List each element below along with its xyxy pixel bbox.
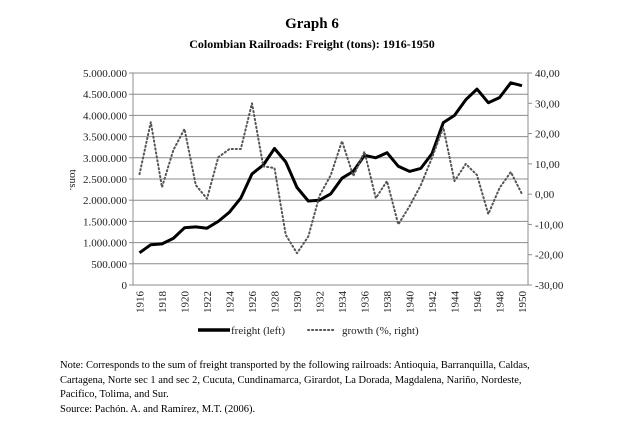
gridlines <box>133 93 528 265</box>
x-tick-label: 1942 <box>427 291 439 313</box>
x-tick-label: 1950 <box>517 291 529 314</box>
left-tick-label: 2.000.000 <box>83 195 128 207</box>
left-tick-label: 1.000.000 <box>83 238 128 250</box>
left-tick-label: 4.000.000 <box>83 110 128 122</box>
x-tick-label: 1938 <box>382 291 394 314</box>
growth-line <box>138 102 523 255</box>
right-tick-label: -20,00 <box>535 250 564 262</box>
right-tick-label: 0,00 <box>535 189 555 201</box>
x-tick-label: 1920 <box>180 291 192 314</box>
note-line: Pacifico, Tolima, and Sur. <box>60 389 169 400</box>
legend-growth-label: growth (%, right) <box>342 325 419 337</box>
legend-freight-label: freight (left) <box>231 325 285 337</box>
left-tick-label: 3.000.000 <box>83 153 128 165</box>
x-tick-label: 1946 <box>472 291 484 314</box>
x-tick-label: 1926 <box>247 291 259 314</box>
note-line: Cartagena, Norte sec 1 and sec 2, Cucuta… <box>60 374 522 386</box>
left-tick-label: 2.500.000 <box>83 174 128 186</box>
x-tick-label: 1940 <box>405 291 417 314</box>
right-tick-label: 20,00 <box>535 129 560 141</box>
right-axis-ticks: -30,00 -20,00 -10,00 0,00 10,00 20,00 30,00 40,… <box>528 68 564 292</box>
x-tick-label: 1944 <box>450 291 462 314</box>
x-tick-label: 1922 <box>202 291 214 313</box>
footnote: Note: Corresponds to the sum of freight … <box>60 359 600 417</box>
legend: freight (left) growth (%, right) <box>198 325 419 337</box>
freight-line <box>138 81 523 255</box>
left-tick-label: 1.500.000 <box>83 216 128 228</box>
x-tick-label: 1924 <box>225 291 237 314</box>
x-tick-label: 1934 <box>337 291 349 314</box>
x-tick-label: 1948 <box>495 291 507 314</box>
x-tick-label: 1936 <box>360 291 372 314</box>
right-tick-label: 10,00 <box>535 159 560 171</box>
left-tick-label: 4.500.000 <box>83 89 128 101</box>
x-tick-label: 1932 <box>315 291 327 313</box>
x-tick-label: 1930 <box>292 291 304 314</box>
graph-number-title: Graph 6 <box>285 16 339 32</box>
y-axis-label: tons. <box>67 169 79 190</box>
x-tick-label: 1918 <box>157 291 169 314</box>
note-line: Note: Corresponds to the sum of freight … <box>60 360 530 371</box>
x-tick-label: 1928 <box>270 291 282 314</box>
left-tick-label: 5.000.000 <box>83 68 128 80</box>
right-tick-label: 30,00 <box>535 98 560 110</box>
left-tick-label: 3.500.000 <box>83 132 128 144</box>
chart-title: Colombian Railroads: Freight (tons): 191… <box>189 37 435 51</box>
x-axis-ticks: 1916 1918 1920 1922 1924 1926 1928 1930 1932 1934… <box>135 291 530 314</box>
left-tick-label: 0 <box>122 280 128 292</box>
right-tick-label: -10,00 <box>535 219 564 231</box>
right-tick-label: 40,00 <box>535 68 560 80</box>
right-tick-label: -30,00 <box>535 280 564 292</box>
left-tick-label: 500.000 <box>91 259 127 271</box>
left-axis-ticks: 0 500.000 1.000.000 1.500.000 2.000.000 2.500… <box>83 68 133 292</box>
source-line: Source: Pachón. A. and Ramírez, M.T. (20… <box>60 403 256 415</box>
x-tick-label: 1916 <box>135 291 147 314</box>
series-layer <box>138 81 523 255</box>
